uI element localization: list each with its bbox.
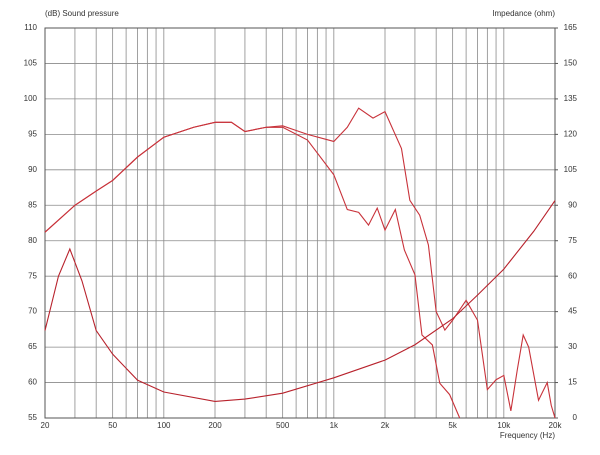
x-tick-label: 20 xyxy=(41,421,50,430)
curve xyxy=(44,200,556,403)
x-tick-label: 20k xyxy=(549,421,563,430)
y2-tick-label: 120 xyxy=(564,129,578,138)
y2-tick-label: 90 xyxy=(568,200,577,209)
y-tick-label: 110 xyxy=(24,23,37,32)
y-tick-label: 90 xyxy=(28,165,37,174)
y-tick-label: 85 xyxy=(28,200,37,209)
x-tick-label: 50 xyxy=(108,421,117,430)
y-tick-label: 65 xyxy=(28,342,37,351)
x-tick-label: 10k xyxy=(497,421,511,430)
x-tick-label: 100 xyxy=(157,421,171,430)
x-tick-label: 500 xyxy=(276,421,290,430)
curve xyxy=(44,121,461,419)
x-tick-label: 1k xyxy=(330,421,339,430)
y2-tick-label: 165 xyxy=(564,23,578,32)
x-axis-label: Frequency (Hz) xyxy=(500,431,555,440)
y2-tick-label: 105 xyxy=(564,165,578,174)
x-tick-label: 2k xyxy=(381,421,390,430)
y2-tick-label: 45 xyxy=(568,307,577,316)
y-tick-label: 55 xyxy=(28,413,37,422)
y2-tick-label: 60 xyxy=(568,271,577,280)
y2-tick-label: 15 xyxy=(568,378,577,387)
y-axis-label: (dB) Sound pressure xyxy=(45,9,119,18)
y-tick-label: 100 xyxy=(24,94,38,103)
y-tick-label: 105 xyxy=(24,59,38,68)
y-tick-label: 60 xyxy=(28,378,37,387)
y2-tick-label: 0 xyxy=(573,413,578,422)
y2-tick-label: 30 xyxy=(568,342,577,351)
y-tick-label: 95 xyxy=(28,129,37,138)
y2-tick-label: 150 xyxy=(564,59,578,68)
x-tick-label: 5k xyxy=(448,421,457,430)
y-tick-label: 75 xyxy=(28,271,37,280)
y-tick-label: 70 xyxy=(28,307,37,316)
x-tick-label: 200 xyxy=(208,421,222,430)
y2-tick-label: 75 xyxy=(568,236,577,245)
y2-axis-label: Impedance (ohm) xyxy=(492,9,555,18)
plot-frame xyxy=(44,27,556,419)
y-tick-label: 80 xyxy=(28,236,37,245)
y2-tick-label: 135 xyxy=(564,94,578,103)
